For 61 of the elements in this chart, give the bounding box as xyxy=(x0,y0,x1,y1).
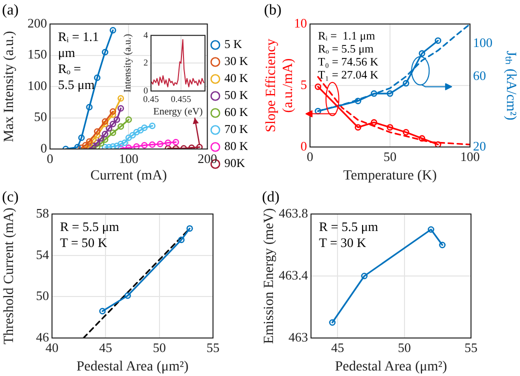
legend-label: 50 K xyxy=(224,88,248,102)
legend-label: 5 K xyxy=(224,37,242,52)
y-tick-label: 50 xyxy=(34,109,47,124)
y-tick-label: 463.4 xyxy=(278,267,308,282)
y-tick-label: 2 xyxy=(144,58,148,68)
chart-title: (d) xyxy=(262,189,280,206)
x-tick-label: 100 xyxy=(118,151,138,166)
y-tick-label: 150 xyxy=(28,46,47,62)
x-tick-label: 0.455 xyxy=(170,94,192,104)
x-axis-title: Pedestal Area (μm²) xyxy=(335,359,448,374)
y2-axis-title: Jₜₕ (kA/cm²) xyxy=(502,50,518,121)
y-tick-label: 54 xyxy=(36,246,50,262)
y-axis-title: Slope Efficiency (a.u./mA) xyxy=(264,38,296,132)
annotation: Rₒ = 5.5 μm xyxy=(318,44,374,56)
chart-title: (c) xyxy=(2,189,19,206)
x-tick-label: 55 xyxy=(464,340,478,356)
legend-label: 40 K xyxy=(224,71,248,86)
x-axis-title: Pedestal Area (μm²) xyxy=(76,359,189,374)
y-axis-title: Emission Energy (meV) xyxy=(262,208,278,344)
annotation: Rᵢ = 1.1 μm xyxy=(58,29,99,60)
y2-tick-label: 60 xyxy=(473,68,486,83)
annotation: R = 5.5 μm xyxy=(319,219,378,234)
y2-tick-label: 100 xyxy=(473,35,492,50)
legend-label: 90K xyxy=(224,156,246,170)
x-axis-title: Temperature (K) xyxy=(343,168,438,184)
x-tick-label: 200 xyxy=(198,151,218,166)
x-axis-title: Energy (eV) xyxy=(153,106,203,118)
annotation: T₀ = 74.56 K xyxy=(318,56,380,68)
legend-label: 60 K xyxy=(224,105,248,120)
y-tick-label: 0 xyxy=(144,85,148,96)
y-axis-title: Threshold Current (mA) xyxy=(2,207,18,344)
y-axis-title: Max Intensity (a.u.) xyxy=(2,30,18,142)
y-tick-label: 5 xyxy=(300,76,307,92)
x-tick-label: 55 xyxy=(206,340,220,356)
annotation: T₁ = 27.04 K xyxy=(318,70,380,82)
x-axis-title: Current (mA) xyxy=(90,168,168,184)
legend-label: 30 K xyxy=(224,54,248,68)
chart-title: (b) xyxy=(264,2,282,18)
annotation: R = 5.5 μm xyxy=(60,219,120,234)
y-tick-label: 463.8 xyxy=(278,205,308,220)
chart-title: (a) xyxy=(2,2,19,18)
x-tick-label: 45 xyxy=(331,340,344,356)
y-tick-label: 4 xyxy=(144,30,148,40)
annotation: Rₒ = 5.5 μm xyxy=(58,61,95,92)
annotation: Rᵢ = 1.1 μm xyxy=(318,30,376,42)
annotation: T = 30 K xyxy=(319,235,367,250)
y-tick-label: 50 xyxy=(36,288,49,304)
x-tick-label: 50 xyxy=(384,149,396,164)
y-tick-label: 100 xyxy=(28,78,47,93)
y-axis-title: Intensity (a.u.) xyxy=(122,34,134,92)
y-tick-label: 58 xyxy=(36,205,49,220)
x-tick-label: 45 xyxy=(99,340,112,356)
legend-label: 80 K xyxy=(224,139,248,154)
y-tick-label: 0 xyxy=(300,138,307,154)
x-tick-label: 0.45 xyxy=(143,94,160,104)
x-tick-label: 50 xyxy=(398,340,411,356)
y-tick-label: 10 xyxy=(294,15,307,30)
legend-label: 70 K xyxy=(224,122,248,136)
y-tick-label: 463 xyxy=(288,329,308,344)
y-tick-label: 200 xyxy=(28,15,47,30)
annotation: T = 50 K xyxy=(60,235,108,250)
